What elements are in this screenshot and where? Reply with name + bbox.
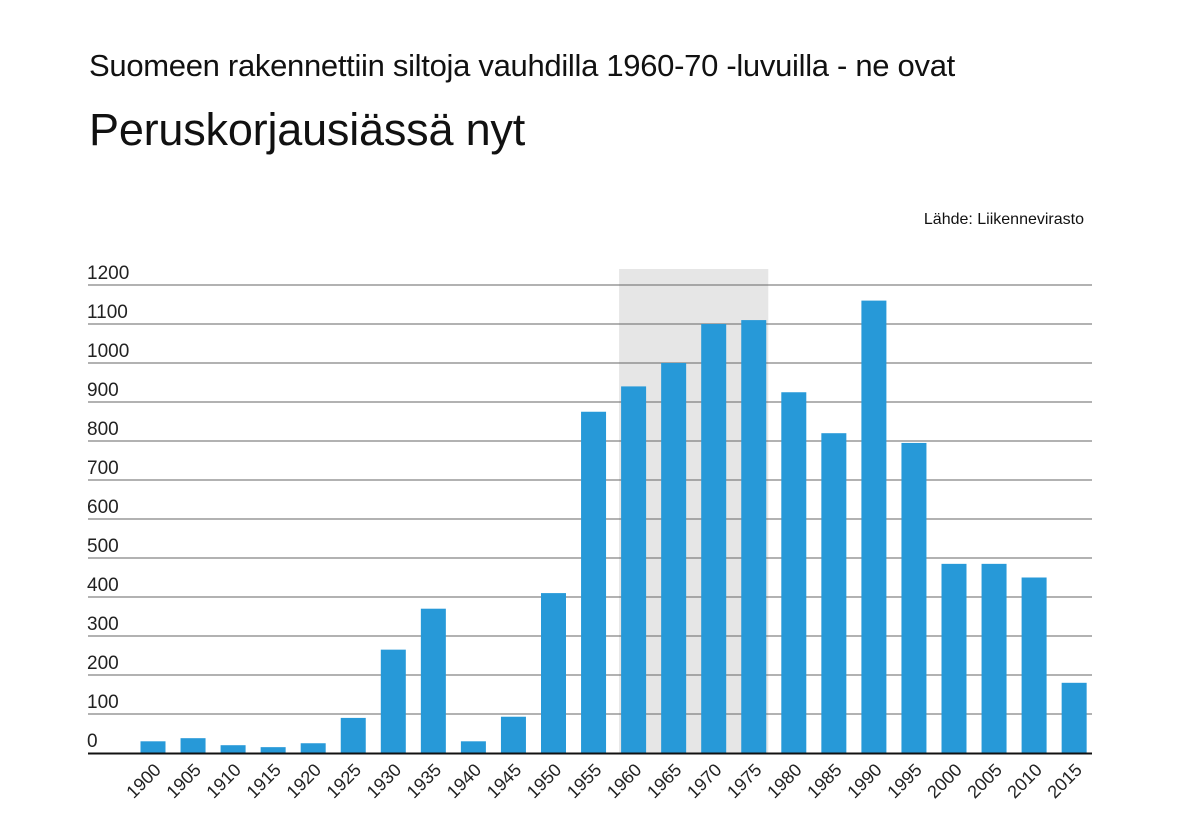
bar-1900: [140, 741, 166, 753]
bar-2015: [1061, 682, 1087, 753]
y-tick-label-1100: 1100: [87, 302, 128, 323]
x-tick-label-2000: 2000: [923, 760, 965, 802]
x-tick-label-1970: 1970: [683, 760, 725, 802]
y-tick-label-900: 900: [87, 380, 119, 401]
x-tick-label-1980: 1980: [763, 760, 805, 802]
x-tick-label-1910: 1910: [202, 760, 244, 802]
x-tick-label-1985: 1985: [803, 760, 845, 802]
chart-subtitle: Suomeen rakennettiin siltoja vauhdilla 1…: [89, 48, 955, 83]
bar-1960: [621, 386, 647, 753]
x-tick-label-1900: 1900: [122, 760, 164, 802]
x-tick-label-1955: 1955: [563, 760, 605, 802]
y-tick-label-1200: 1200: [87, 263, 129, 284]
bar-1975: [741, 320, 767, 753]
x-tick-label-1935: 1935: [403, 760, 445, 802]
bar-1965: [661, 363, 687, 753]
y-tick-label-600: 600: [87, 497, 119, 518]
x-tick-label-1965: 1965: [643, 760, 685, 802]
y-tick-label-0: 0: [87, 731, 98, 752]
x-tick-label-1920: 1920: [283, 760, 325, 802]
bar-1925: [340, 717, 366, 753]
x-tick-label-2015: 2015: [1044, 760, 1086, 802]
y-tick-label-100: 100: [87, 692, 119, 713]
bar-1930: [380, 649, 406, 753]
x-labels-layer: 1900190519101915192019251930193519401945…: [122, 760, 1086, 802]
x-tick-label-1915: 1915: [243, 760, 285, 802]
y-tick-label-400: 400: [87, 575, 119, 596]
bar-2005: [981, 563, 1007, 753]
bar-1995: [901, 442, 927, 753]
x-tick-label-1995: 1995: [883, 760, 925, 802]
bars-layer: [140, 300, 1087, 753]
x-tick-label-1930: 1930: [363, 760, 405, 802]
bar-1915: [260, 747, 286, 753]
bar-1935: [420, 608, 446, 753]
x-tick-label-2010: 2010: [1003, 760, 1045, 802]
bar-1980: [781, 392, 807, 753]
chart-source: Lähde: Liikennevirasto: [923, 211, 1084, 228]
bar-1945: [500, 716, 526, 753]
bar-1940: [460, 741, 486, 753]
x-tick-label-2005: 2005: [963, 760, 1005, 802]
y-tick-label-500: 500: [87, 536, 119, 557]
x-tick-label-1925: 1925: [323, 760, 365, 802]
grid-layer: 0 100 200 300 400 500 600 700 800 900 1000 1100 1200: [87, 263, 1092, 752]
bar-1910: [220, 745, 246, 753]
bar-2000: [941, 563, 967, 753]
x-tick-label-1940: 1940: [443, 760, 485, 802]
bar-1950: [541, 593, 566, 753]
x-tick-label-1950: 1950: [523, 760, 565, 802]
bar-1905: [180, 738, 206, 753]
bar-1970: [701, 324, 727, 753]
bar-1990: [861, 300, 887, 753]
x-tick-label-1905: 1905: [162, 760, 204, 802]
x-tick-label-1975: 1975: [723, 760, 765, 802]
x-tick-label-1990: 1990: [843, 760, 885, 802]
x-tick-label-1945: 1945: [483, 760, 525, 802]
y-tick-label-200: 200: [87, 653, 119, 674]
bar-1920: [300, 743, 326, 753]
chart-title: Peruskorjausiässä nyt: [89, 104, 526, 155]
bar-1955: [581, 411, 607, 753]
y-tick-label-700: 700: [87, 458, 119, 479]
x-tick-label-1960: 1960: [603, 760, 645, 802]
y-tick-label-800: 800: [87, 419, 119, 440]
bar-1985: [821, 433, 847, 753]
y-tick-label-1000: 1000: [87, 341, 129, 362]
y-tick-label-300: 300: [87, 614, 119, 635]
bar-2010: [1021, 577, 1047, 753]
